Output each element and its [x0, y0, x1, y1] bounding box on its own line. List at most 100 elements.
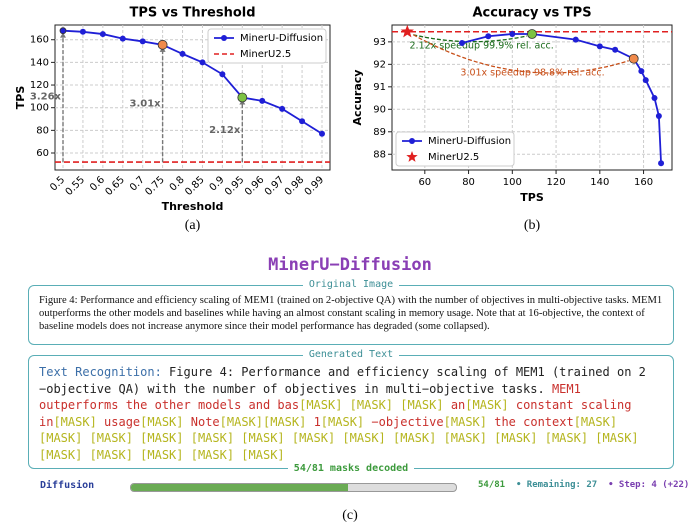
- text-segment: [MASK]: [53, 414, 105, 429]
- x-tick-label: 0.97: [263, 174, 287, 198]
- caption: (c): [342, 508, 358, 523]
- y-tick-label: 93: [373, 37, 386, 48]
- text-segment: [MASK]: [443, 414, 487, 429]
- caption: (a): [185, 218, 201, 233]
- text-segment: [MASK][MASK]: [219, 414, 307, 429]
- label: Original Image: [302, 279, 400, 290]
- mode: Diffusion: [40, 480, 95, 491]
- legend-label: MinerU2.5: [428, 152, 479, 163]
- caption: (b): [524, 218, 541, 233]
- data-point: [259, 97, 266, 104]
- annotation: 2.12x speedup 99.9% rel. acc.: [410, 40, 554, 51]
- data-point: [119, 35, 126, 42]
- data-point: [459, 39, 465, 46]
- data-point: [628, 53, 639, 64]
- data-point: [658, 160, 665, 167]
- data-point: [279, 105, 286, 112]
- demo-title: MinerU−Diffusion: [268, 255, 432, 275]
- x-tick-label: 160: [634, 177, 653, 188]
- x-tick-label: 0.75: [143, 174, 167, 198]
- text-segment: an: [450, 398, 466, 412]
- y-tick-label: 120: [30, 80, 49, 91]
- x-tick-label: 0.95: [223, 174, 247, 198]
- chart-title: Accuracy vs TPS: [472, 6, 591, 21]
- annotation-arrow: [412, 34, 629, 74]
- legend-label: MinerU-Diffusion: [428, 136, 511, 147]
- data-point: [651, 95, 658, 102]
- text-segment: [MASK]: [140, 414, 184, 429]
- text-segment: [MASK] [MASK] [MASK] [MASK] [MASK] [MASK…: [39, 414, 639, 462]
- step: • Step: 4 (+22): [608, 480, 690, 490]
- x-tick-label: 0.96: [243, 174, 267, 198]
- y-tick-label: 80: [36, 125, 49, 136]
- data-point: [99, 31, 106, 38]
- text-segment: constant scaling in: [39, 398, 632, 429]
- x-tick-label: 120: [547, 177, 566, 188]
- y-tick-label: 88: [373, 149, 386, 160]
- data-point: [157, 39, 168, 50]
- legend: [207, 28, 327, 64]
- data-point: [199, 59, 206, 66]
- x-tick-label: 0.99: [303, 174, 327, 198]
- text-segment: −objective: [364, 414, 444, 429]
- legend-swatch: [406, 151, 418, 162]
- y-tick-label: 160: [30, 35, 49, 46]
- progress-track: [130, 483, 457, 492]
- annotation: 3.01x speedup 98.8% rel. acc.: [460, 68, 604, 79]
- arrow-head: [60, 32, 66, 38]
- label: 54/81 masks decoded: [287, 463, 415, 474]
- progress-label: 54/81: [478, 480, 506, 490]
- data-point: [655, 113, 662, 120]
- data-point: [612, 46, 619, 53]
- legend-label: MinerU2.5: [240, 49, 291, 60]
- y-tick-label: 91: [373, 82, 386, 93]
- y-tick-label: 60: [36, 148, 49, 159]
- text-segment: [MASK]: [465, 398, 509, 412]
- data-point: [485, 33, 492, 40]
- text-segment: usage: [104, 414, 141, 429]
- y-tick-label: 100: [30, 103, 49, 114]
- text-segment: Note: [183, 414, 220, 429]
- legend-label: MinerU-Diffusion: [240, 33, 323, 44]
- data-point: [139, 38, 146, 45]
- legend-swatch: [221, 35, 227, 41]
- text-segment: [MASK]: [320, 414, 365, 429]
- data-point: [299, 118, 306, 125]
- y-tick-label: 90: [373, 104, 386, 115]
- x-tick-label: 100: [503, 177, 522, 188]
- text-segment: 1: [306, 414, 321, 429]
- data-point: [237, 92, 248, 103]
- footer: 54/81 masks decoded: [29, 462, 673, 476]
- x-tick-label: 0.55: [64, 174, 88, 198]
- annotation: 3.26x: [30, 91, 62, 102]
- y-axis-label: TPS: [14, 86, 27, 110]
- x-tick-label: 60: [418, 177, 431, 188]
- data-point: [219, 71, 226, 78]
- data-point: [596, 43, 603, 50]
- original-label: Original Image: [29, 278, 673, 292]
- legend-swatch: [409, 138, 415, 144]
- text-segment: Figure 4: Performance and efficiency sca…: [39, 365, 646, 396]
- legend: [395, 131, 515, 167]
- generated-text: Text Recognition: Figure 4: Performance …: [29, 356, 673, 471]
- progress-bar: [131, 484, 348, 491]
- y-tick-label: 89: [373, 127, 386, 138]
- data-point: [642, 77, 649, 84]
- original-text: Figure 4: Performance and efficiency sca…: [39, 295, 663, 332]
- data-point: [509, 30, 516, 37]
- generated-label: Generated Text: [29, 348, 673, 362]
- data-point: [527, 29, 537, 39]
- data-line: [62, 29, 323, 135]
- data-point: [59, 27, 67, 35]
- original-box: Original Image Figure 4: Performance and…: [28, 279, 674, 345]
- x-axis-label: Threshold: [162, 200, 224, 213]
- data-point: [79, 28, 86, 35]
- y-axis-label: Accuracy: [351, 70, 364, 126]
- generated-box: Generated Text Text Recognition: Figure …: [28, 349, 674, 474]
- text-segment: MEM1 outperforms the other models and ba…: [39, 381, 581, 413]
- prefix: Text Recognition:: [39, 365, 162, 379]
- annotation: 2.12x: [209, 125, 241, 136]
- x-tick-label: 80: [462, 177, 475, 188]
